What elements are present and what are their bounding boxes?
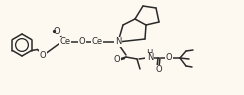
Text: O: O (156, 65, 162, 74)
Text: Ce: Ce (92, 38, 102, 46)
Text: O: O (166, 53, 172, 63)
Text: N: N (115, 38, 121, 46)
Text: O: O (79, 38, 85, 46)
Text: Ce: Ce (60, 38, 71, 46)
Text: H: H (146, 49, 152, 59)
Text: O: O (54, 27, 60, 36)
Text: O: O (39, 51, 46, 60)
Text: O: O (114, 55, 120, 65)
Text: N: N (147, 53, 153, 63)
